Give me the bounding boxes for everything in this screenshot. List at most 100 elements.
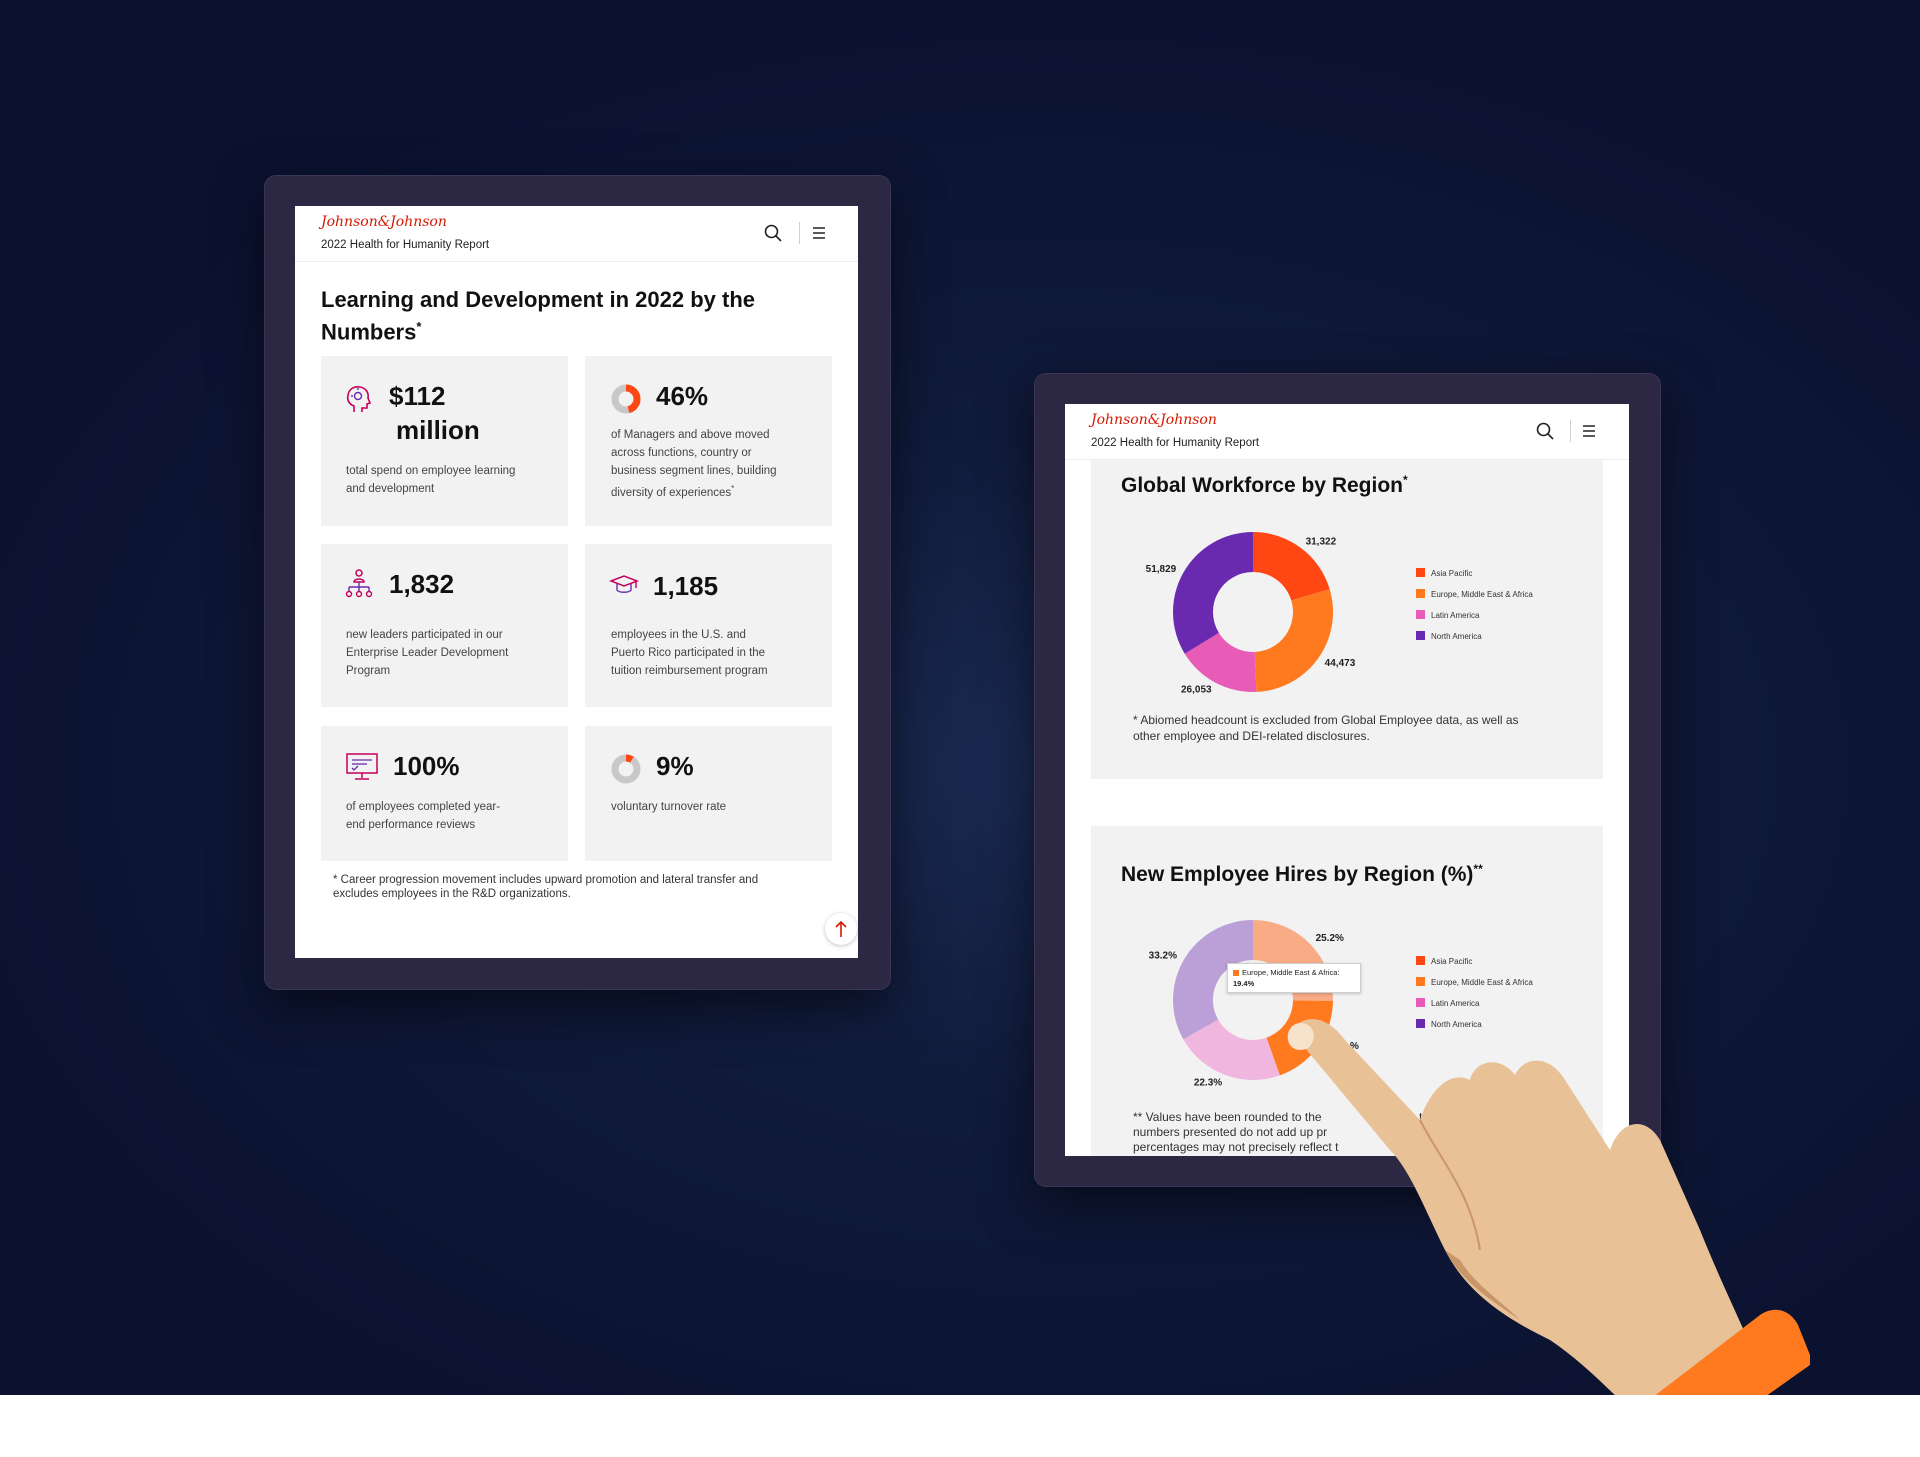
hand-palm	[1290, 1019, 1750, 1395]
stat-value: 1,832	[389, 569, 455, 599]
stat-card-managers-moved: 46% of Managers and above moved across f…	[585, 356, 832, 526]
global-workforce-donut[interactable]: 31,322 44,473 26,053 51,829	[1091, 459, 1603, 779]
tooltip-swatch	[1233, 970, 1239, 976]
stat-desc-line: end performance reviews	[346, 819, 476, 831]
stat-desc-line: diversity of experiences*	[611, 484, 735, 499]
stat-value: $112	[389, 381, 446, 411]
donut-data-label: 31,322	[1306, 536, 1337, 547]
legend-swatch	[1416, 998, 1425, 1007]
pointing-hand-illustration	[1287, 1019, 1810, 1395]
donut-slice-north-america[interactable]	[1173, 532, 1253, 654]
background-stage: Johnson&Johnson 2022 Health for Humanity…	[0, 0, 1920, 1395]
stat-card-tuition: 1,185 employees in the U.S. and Puerto R…	[585, 544, 832, 707]
left-tablet-screen: Johnson&Johnson 2022 Health for Humanity…	[295, 206, 858, 958]
brand-logo[interactable]: Johnson&Johnson	[321, 214, 447, 230]
report-title: 2022 Health for Humanity Report	[1091, 437, 1260, 449]
stat-value: 46%	[656, 381, 709, 411]
chart-title: Global Workforce by Region*	[1121, 473, 1408, 497]
stat-desc-line: business segment lines, building	[611, 465, 777, 477]
donut-slice-europe-middle-east-africa[interactable]	[1254, 589, 1333, 692]
legend-swatch	[1416, 568, 1425, 577]
donut-slice-latin-america[interactable]	[1183, 1019, 1280, 1080]
chart-footnote-line: other employee and DEI-related disclosur…	[1133, 729, 1370, 743]
page-title: Learning and Development in 2022 by the …	[321, 287, 755, 345]
donut-slice-latin-america[interactable]	[1184, 632, 1257, 692]
donut-data-label: 33.2%	[1149, 951, 1177, 962]
stat-value-unit: million	[396, 415, 480, 445]
partial-data-label: %	[1350, 1041, 1359, 1052]
menu-icon[interactable]	[809, 223, 829, 243]
stat-desc-line: across functions, country or	[611, 447, 752, 459]
legend-swatch	[1416, 610, 1425, 619]
legend-item[interactable]: Latin America	[1416, 998, 1479, 1008]
stat-desc-line: voluntary turnover rate	[611, 801, 727, 813]
donut-data-label: 22.3%	[1194, 1077, 1222, 1088]
sleeve-cuff	[1655, 1309, 1810, 1395]
title-mark: **	[1473, 862, 1483, 876]
stat-card-spend: $112 million total spend on employee lea…	[321, 356, 568, 526]
stat-desc-line: and development	[346, 483, 435, 495]
stat-desc-line: employees in the U.S. and	[611, 629, 746, 641]
head-idea-icon	[346, 386, 372, 412]
donut-data-label: 44,473	[1325, 658, 1356, 669]
legend-swatch	[1416, 589, 1425, 598]
legend-item[interactable]: North America	[1416, 1019, 1482, 1029]
header-divider	[799, 222, 800, 244]
tooltip-value: 19.4%	[1233, 979, 1255, 988]
app-header: Johnson&Johnson 2022 Health for Humanity…	[295, 206, 858, 262]
donut-data-label: 51,829	[1146, 564, 1177, 575]
stat-card-turnover: 9% voluntary turnover rate	[585, 726, 832, 861]
stat-value: 9%	[656, 751, 694, 781]
stat-desc-line: Puerto Rico participated in the	[611, 647, 766, 659]
org-chart-icon	[345, 569, 373, 598]
left-tablet: Johnson&Johnson 2022 Health for Humanity…	[264, 175, 891, 990]
report-title: 2022 Health for Humanity Report	[321, 239, 490, 251]
legend-swatch	[1416, 631, 1425, 640]
chart-tooltip: Europe, Middle East & Africa: 19.4%	[1227, 963, 1361, 993]
legend-item[interactable]: Latin America	[1416, 610, 1479, 620]
header-divider	[1570, 420, 1571, 442]
legend-item[interactable]: Asia Pacific	[1416, 956, 1472, 966]
app-header: Johnson&Johnson 2022 Health for Humanity…	[1065, 404, 1629, 460]
donut-percent-icon	[611, 754, 641, 784]
donut-data-label: 26,053	[1181, 685, 1212, 696]
chart-footnote-line: * Abiomed headcount is excluded from Glo…	[1133, 713, 1519, 727]
donut-slice-asia-pacific[interactable]	[1253, 532, 1330, 601]
back-to-top-button[interactable]	[825, 913, 857, 945]
donut-data-label: 25.2%	[1316, 933, 1344, 944]
donut-percent-icon	[611, 384, 641, 414]
hand-finger-crease	[1419, 1119, 1481, 1251]
stat-desc-line: Enterprise Leader Development	[346, 647, 509, 659]
hand-shadow	[1445, 1250, 1520, 1320]
stat-card-reviews: 100% of employees completed year- end pe…	[321, 726, 568, 861]
chart-title: New Employee Hires by Region (%)**	[1121, 862, 1483, 886]
stat-card-leaders: 1,832 new leaders participated in our En…	[321, 544, 568, 707]
footnote-line: * Career progression movement includes u…	[333, 874, 759, 886]
stat-desc-line: Program	[346, 665, 391, 677]
title-mark: *	[416, 319, 422, 334]
stat-value: 100%	[393, 751, 460, 781]
tooltip-label: Europe, Middle East & Africa:	[1242, 968, 1340, 977]
brand-logo[interactable]: Johnson&Johnson	[1091, 412, 1217, 428]
legend-swatch	[1416, 1019, 1425, 1028]
footnote-line: excludes employees in the R&D organizati…	[333, 888, 571, 900]
stat-desc-line: tuition reimbursement program	[611, 665, 768, 677]
chart-footnote-line: ** Values have been rounded to the	[1133, 1110, 1322, 1124]
legend-item[interactable]: Asia Pacific	[1416, 568, 1472, 578]
legend-item[interactable]: Europe, Middle East & Africa	[1416, 589, 1533, 599]
search-icon[interactable]	[1535, 421, 1555, 441]
donut-slice-north-america[interactable]	[1173, 920, 1253, 1040]
legend-item[interactable]: North America	[1416, 631, 1482, 641]
stat-desc-line: of Managers and above moved	[611, 429, 770, 441]
stat-value: 1,185	[653, 571, 719, 601]
graduation-cap-icon	[609, 575, 639, 593]
menu-icon[interactable]	[1579, 421, 1599, 441]
global-workforce-section: Global Workforce by Region* 31,322 44,473…	[1091, 459, 1603, 779]
search-icon[interactable]	[763, 223, 783, 243]
legend-item[interactable]: Europe, Middle East & Africa	[1416, 977, 1533, 987]
stat-desc-line: of employees completed year-	[346, 801, 501, 813]
arrow-up-icon	[835, 920, 847, 937]
legend-swatch	[1416, 956, 1425, 965]
stat-desc-line: new leaders participated in our	[346, 629, 503, 641]
review-screen-icon	[346, 753, 378, 780]
